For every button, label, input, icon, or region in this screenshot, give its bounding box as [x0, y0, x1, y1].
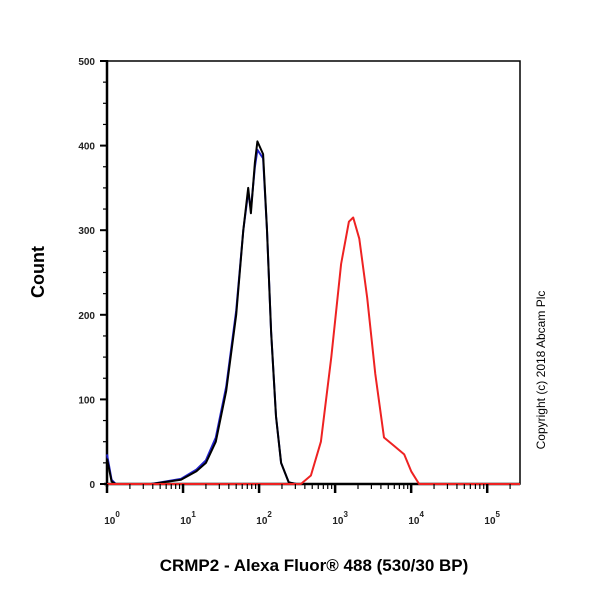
x-tick-label: 103: [332, 510, 348, 527]
copyright-annotation: Copyright (c) 2018 Abcam Plc: [534, 291, 548, 450]
y-tick-label: 400: [78, 142, 95, 153]
plot-frame: [106, 60, 521, 485]
axes: [104, 60, 521, 487]
x-tick-label: 100: [104, 510, 120, 527]
y-tick-label: 300: [78, 226, 95, 237]
y-tick-label: 100: [78, 395, 95, 406]
series-line-1: [106, 140, 520, 485]
y-tick-label: 500: [78, 57, 95, 68]
x-tick-label: 102: [256, 510, 272, 527]
y-tick-label: 0: [89, 480, 95, 491]
y-axis-label: Count: [28, 246, 48, 298]
x-tick-label: 101: [180, 510, 196, 527]
x-axis-label: CRMP2 - Alexa Fluor® 488 (530/30 BP): [160, 556, 469, 575]
y-tick-label: 200: [78, 311, 95, 322]
series-line-0: [106, 148, 520, 485]
tick-layer: 0 100 200 300 400 500 100 101 102 103 104 105: [78, 57, 511, 527]
x-tick-label: 104: [408, 510, 424, 527]
series-line-2: [107, 216, 520, 485]
x-tick-label: 105: [484, 510, 500, 527]
series-layer: [106, 140, 520, 485]
